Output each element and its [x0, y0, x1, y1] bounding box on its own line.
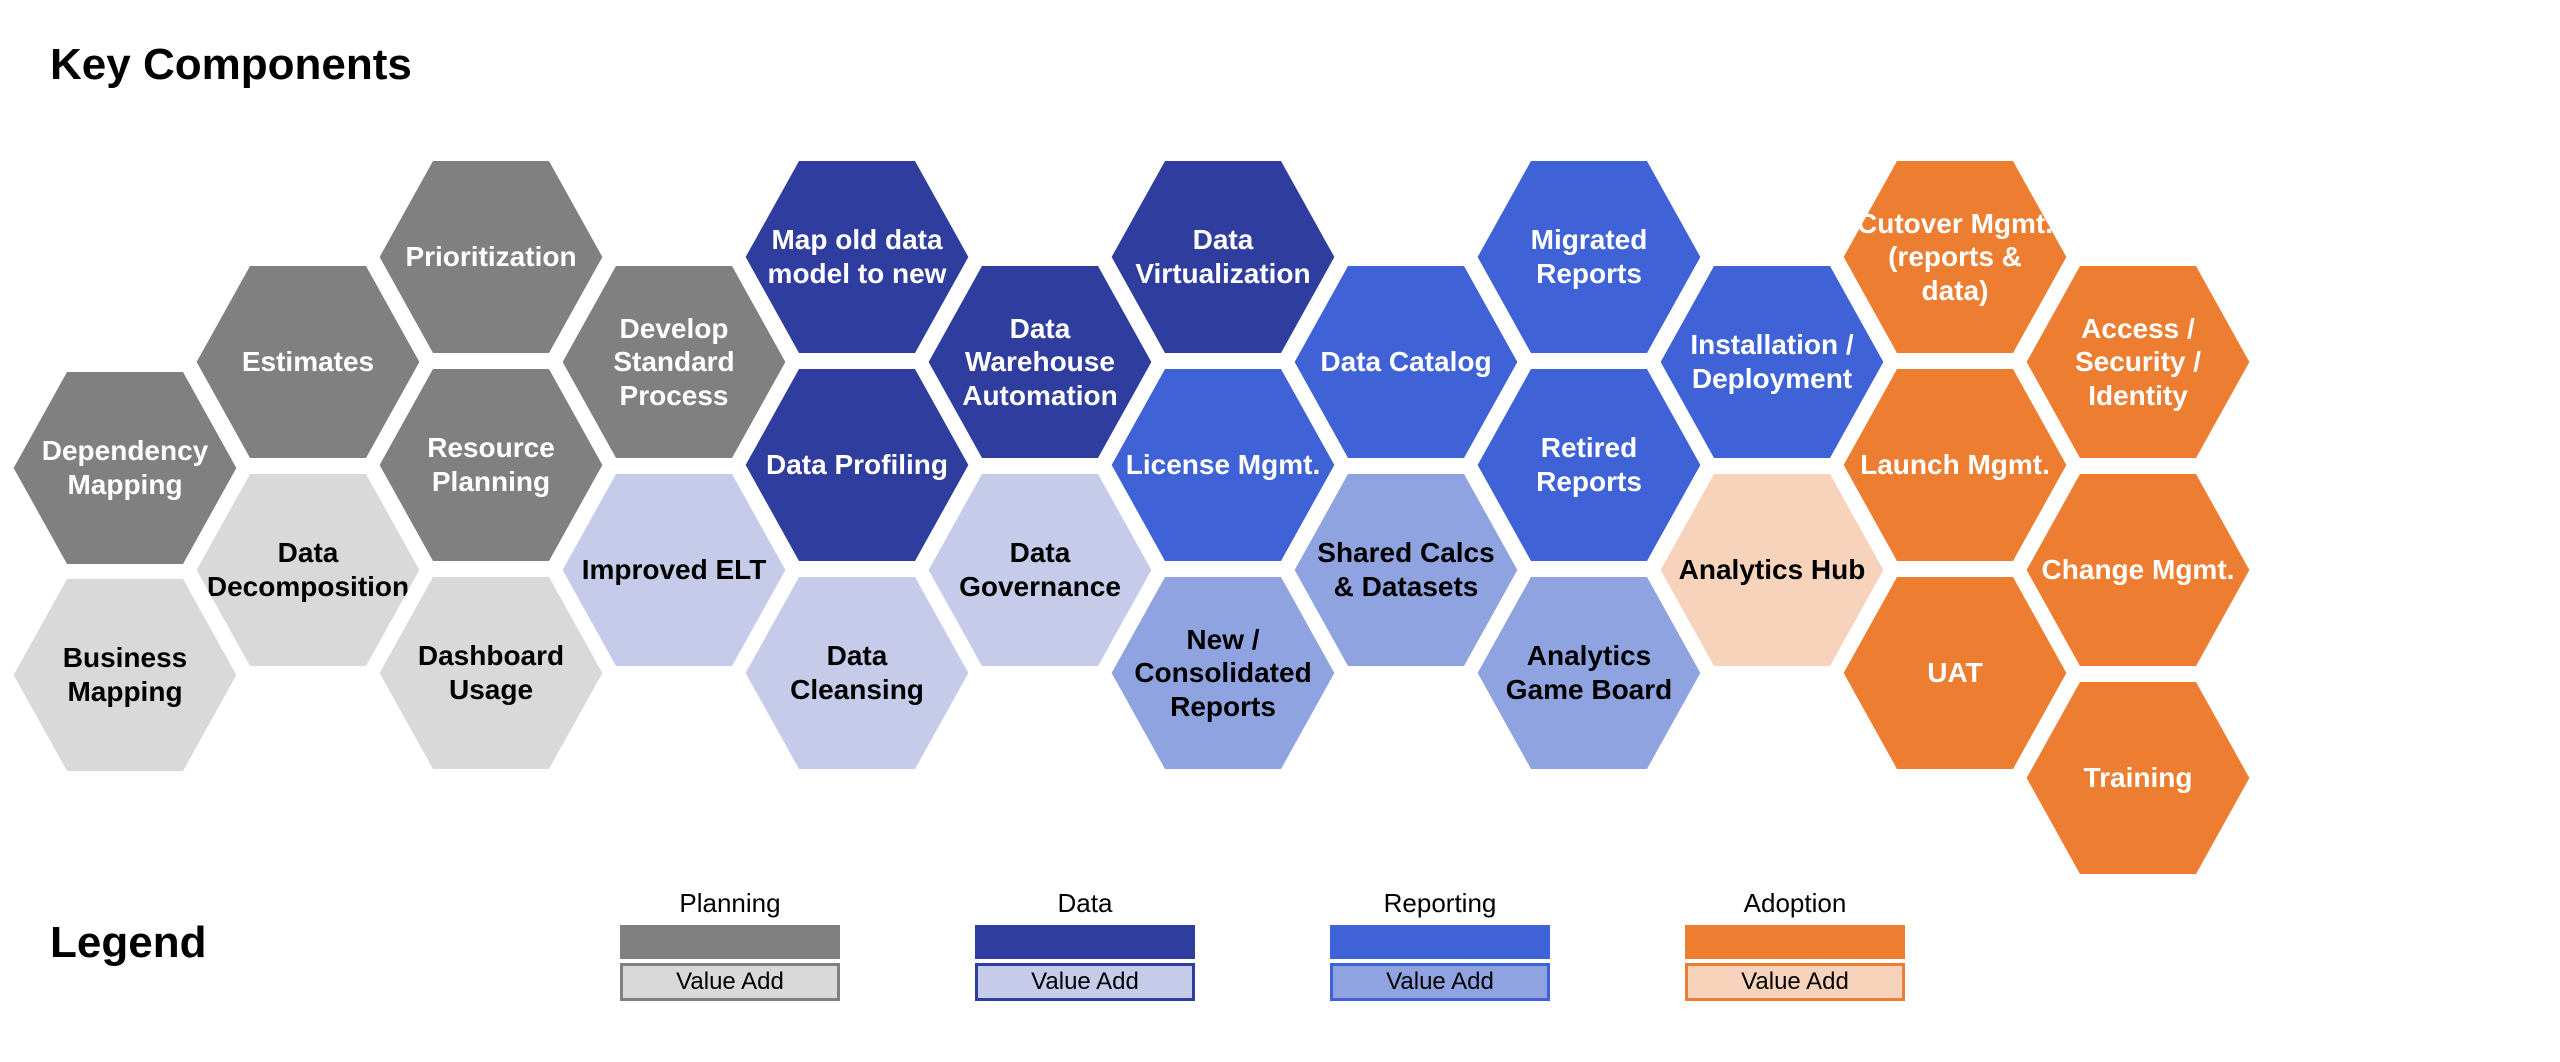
legend-swatch-planning-value-add: Value Add	[620, 963, 840, 1001]
legend-swatch-reporting-primary	[1330, 925, 1550, 959]
legend-title: Legend	[50, 918, 206, 968]
hex-data-cleansing: Data Cleansing	[741, 573, 973, 773]
hex-launch-mgmt: Launch Mgmt.	[1839, 365, 2071, 565]
hex-training: Training	[2022, 678, 2254, 878]
hex-map-old-data-model: Map old data model to new	[741, 157, 973, 357]
hex-data-warehouse-automation: Data Warehouse Automation	[924, 262, 1156, 462]
hex-business-mapping: Business Mapping	[9, 575, 241, 775]
legend-label-data: Data	[975, 888, 1195, 919]
hex-data-profiling: Data Profiling	[741, 365, 973, 565]
hex-access-security-identity: Access / Security / Identity	[2022, 262, 2254, 462]
hex-change-mgmt: Change Mgmt.	[2022, 470, 2254, 670]
legend-label-adoption: Adoption	[1685, 888, 1905, 919]
hex-license-mgmt: License Mgmt.	[1107, 365, 1339, 565]
hex-prioritization: Prioritization	[375, 157, 607, 357]
hex-improved-elt: Improved ELT	[558, 470, 790, 670]
hex-estimates: Estimates	[192, 262, 424, 462]
hex-analytics-hub: Analytics Hub	[1656, 470, 1888, 670]
legend-label-planning: Planning	[620, 888, 840, 919]
hex-cutover-mgmt: Cutover Mgmt. (reports & data)	[1839, 157, 2071, 357]
legend-swatch-adoption-value-add: Value Add	[1685, 963, 1905, 1001]
hex-dashboard-usage: Dashboard Usage	[375, 573, 607, 773]
hex-new-consolidated-reports: New / Consolidated Reports	[1107, 573, 1339, 773]
diagram-root: Key Components Dependency MappingBusines…	[0, 0, 2560, 1062]
legend-label-reporting: Reporting	[1330, 888, 1550, 919]
hex-data-virtualization: Data Virtualization	[1107, 157, 1339, 357]
hex-migrated-reports: Migrated Reports	[1473, 157, 1705, 357]
hex-dependency-mapping: Dependency Mapping	[9, 368, 241, 568]
legend-swatch-planning-primary	[620, 925, 840, 959]
hex-data-governance: Data Governance	[924, 470, 1156, 670]
legend-swatch-adoption-primary	[1685, 925, 1905, 959]
hex-shared-calcs-datasets: Shared Calcs & Datasets	[1290, 470, 1522, 670]
hex-uat: UAT	[1839, 573, 2071, 773]
hex-develop-standard-process: Develop Standard Process	[558, 262, 790, 462]
legend-swatch-data-primary	[975, 925, 1195, 959]
legend-swatch-reporting-value-add: Value Add	[1330, 963, 1550, 1001]
hex-installation-deployment: Installation / Deployment	[1656, 262, 1888, 462]
legend-swatch-data-value-add: Value Add	[975, 963, 1195, 1001]
hex-retired-reports: Retired Reports	[1473, 365, 1705, 565]
hex-data-catalog: Data Catalog	[1290, 262, 1522, 462]
hex-data-decomposition: Data Decomposition	[192, 470, 424, 670]
hex-analytics-game-board: Analytics Game Board	[1473, 573, 1705, 773]
key-components-title: Key Components	[50, 40, 412, 90]
hex-resource-planning: Resource Planning	[375, 365, 607, 565]
